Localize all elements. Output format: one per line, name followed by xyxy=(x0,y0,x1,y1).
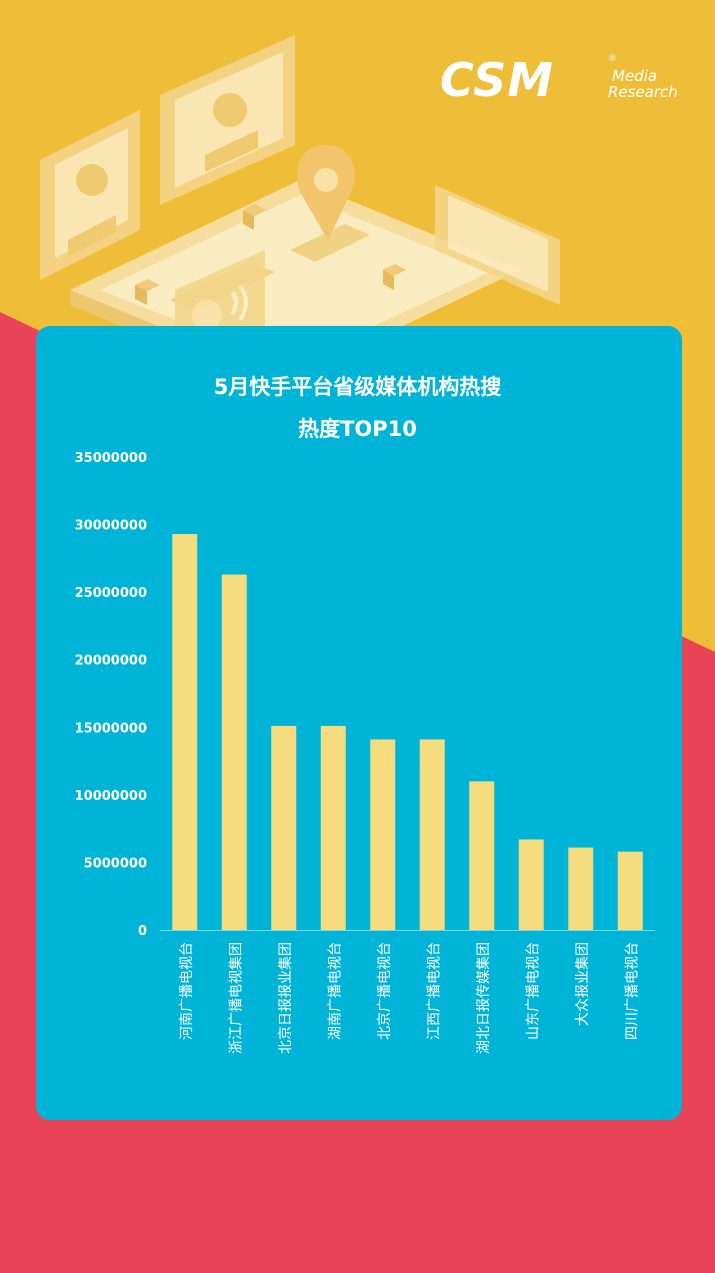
x-category-label: 北京日报报业集团 xyxy=(277,942,294,1054)
bar xyxy=(370,739,396,930)
location-pin-icon xyxy=(297,145,355,240)
logo-registered-mark: ® xyxy=(608,54,617,64)
y-tick-label: 25000000 xyxy=(75,586,147,601)
bar xyxy=(568,847,594,930)
bar xyxy=(172,534,198,930)
bar xyxy=(221,574,247,930)
bar xyxy=(320,725,346,930)
chart-title: 5月快手平台省级媒体机构热搜 xyxy=(213,375,502,399)
y-tick-label: 5000000 xyxy=(84,856,147,871)
profile-card-icon-left xyxy=(40,110,140,280)
x-category-label: 北京广播电视台 xyxy=(377,942,393,1040)
chart-panel xyxy=(36,326,682,1120)
x-category-label: 河南广播电视台 xyxy=(179,942,195,1040)
cube-icons xyxy=(135,204,406,305)
x-category-label: 大众报业集团 xyxy=(574,942,591,1026)
y-tick-label: 15000000 xyxy=(75,721,147,736)
chart-subtitle: 热度TOP10 xyxy=(298,417,417,441)
x-category-label: 湖南广播电视台 xyxy=(327,942,343,1040)
y-tick-label: 0 xyxy=(138,924,147,939)
panel-card-icon-right xyxy=(435,185,560,305)
x-category-label: 江西广播电视台 xyxy=(426,942,442,1040)
logo-text: CSM xyxy=(440,53,555,107)
x-category-label: 浙江广播电视集团 xyxy=(227,942,244,1054)
profile-card-icon-top xyxy=(160,35,295,205)
csm-logo: CSM ® Media Research xyxy=(440,52,690,112)
x-category-label: 湖北日报传媒集团 xyxy=(475,942,492,1054)
bar xyxy=(271,725,297,930)
decorative-illustration xyxy=(40,35,560,360)
x-category-label: 四川广播电视台 xyxy=(624,942,640,1040)
y-tick-label: 35000000 xyxy=(75,451,147,466)
x-category-label: 山东广播电视台 xyxy=(525,942,541,1040)
bar xyxy=(617,851,643,930)
logo-media-text: Media xyxy=(612,67,658,85)
y-tick-label: 30000000 xyxy=(75,519,147,534)
bar xyxy=(419,739,445,930)
bar xyxy=(518,839,544,930)
y-tick-label: 10000000 xyxy=(75,789,147,804)
logo-research-text: Research xyxy=(608,83,678,101)
bar xyxy=(469,781,495,930)
y-tick-label: 20000000 xyxy=(75,654,147,669)
